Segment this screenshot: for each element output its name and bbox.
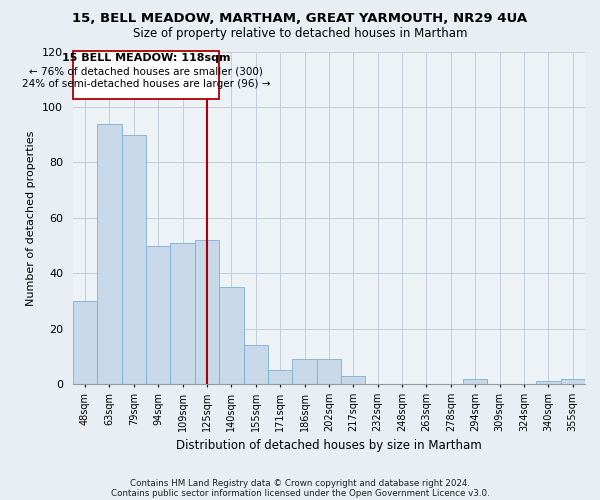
Bar <box>73 52 219 98</box>
Bar <box>122 134 146 384</box>
Bar <box>463 378 487 384</box>
Bar <box>341 376 365 384</box>
Text: Size of property relative to detached houses in Martham: Size of property relative to detached ho… <box>133 28 467 40</box>
Bar <box>195 240 219 384</box>
Text: Contains HM Land Registry data © Crown copyright and database right 2024.: Contains HM Land Registry data © Crown c… <box>130 478 470 488</box>
Text: 15, BELL MEADOW, MARTHAM, GREAT YARMOUTH, NR29 4UA: 15, BELL MEADOW, MARTHAM, GREAT YARMOUTH… <box>73 12 527 26</box>
X-axis label: Distribution of detached houses by size in Martham: Distribution of detached houses by size … <box>176 440 482 452</box>
Bar <box>170 243 195 384</box>
Bar <box>317 359 341 384</box>
Bar <box>244 346 268 384</box>
Bar <box>73 301 97 384</box>
Bar <box>268 370 292 384</box>
Text: Contains public sector information licensed under the Open Government Licence v3: Contains public sector information licen… <box>110 488 490 498</box>
Text: ← 76% of detached houses are smaller (300): ← 76% of detached houses are smaller (30… <box>29 66 263 76</box>
Bar <box>146 246 170 384</box>
Text: 24% of semi-detached houses are larger (96) →: 24% of semi-detached houses are larger (… <box>22 79 270 89</box>
Bar <box>536 382 560 384</box>
Y-axis label: Number of detached properties: Number of detached properties <box>26 130 37 306</box>
Bar <box>560 378 585 384</box>
Text: 15 BELL MEADOW: 118sqm: 15 BELL MEADOW: 118sqm <box>62 53 230 63</box>
Bar <box>97 124 122 384</box>
Bar <box>292 359 317 384</box>
Bar <box>219 287 244 384</box>
